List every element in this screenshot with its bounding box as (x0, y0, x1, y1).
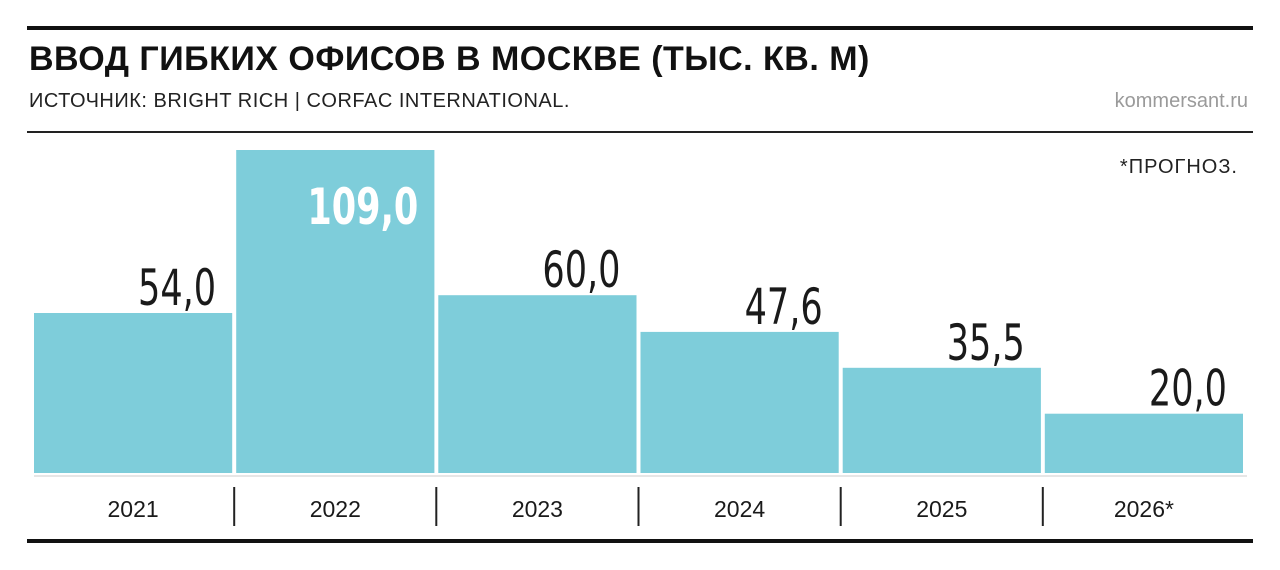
value-label-2022: 109,0 (307, 177, 418, 236)
category-label-2023: 2023 (512, 496, 563, 522)
value-label-2026*: 20,0 (1149, 359, 1227, 418)
forecast-note: *ПРОГНОЗ. (1119, 156, 1238, 178)
category-label-2024: 2024 (714, 496, 765, 522)
bar-2026* (1044, 413, 1243, 473)
category-label-2021: 2021 (108, 496, 159, 522)
bar-2025 (842, 367, 1041, 473)
bottom-rule (27, 539, 1253, 543)
category-label-2026*: 2026* (1114, 496, 1174, 522)
value-label-2025: 35,5 (947, 313, 1025, 372)
bar-2022 (236, 150, 435, 473)
source-text: ИСТОЧНИК: BRIGHT RICH | CORFAC INTERNATI… (29, 90, 570, 112)
value-label-2021: 54,0 (138, 258, 216, 317)
header-rule (27, 131, 1253, 133)
category-label-2025: 2025 (916, 496, 967, 522)
top-rule (27, 26, 1253, 30)
chart-title: ВВОД ГИБКИХ ОФИСОВ В МОСКВЕ (ТЫС. КВ. М) (29, 40, 870, 78)
site-name: kommersant.ru (1114, 90, 1248, 112)
bar-2023 (438, 295, 637, 473)
bar-2021 (34, 313, 233, 473)
value-label-2024: 47,6 (745, 277, 823, 336)
bar-2024 (640, 331, 839, 473)
category-label-2022: 2022 (310, 496, 361, 522)
value-label-2023: 60,0 (542, 240, 620, 299)
